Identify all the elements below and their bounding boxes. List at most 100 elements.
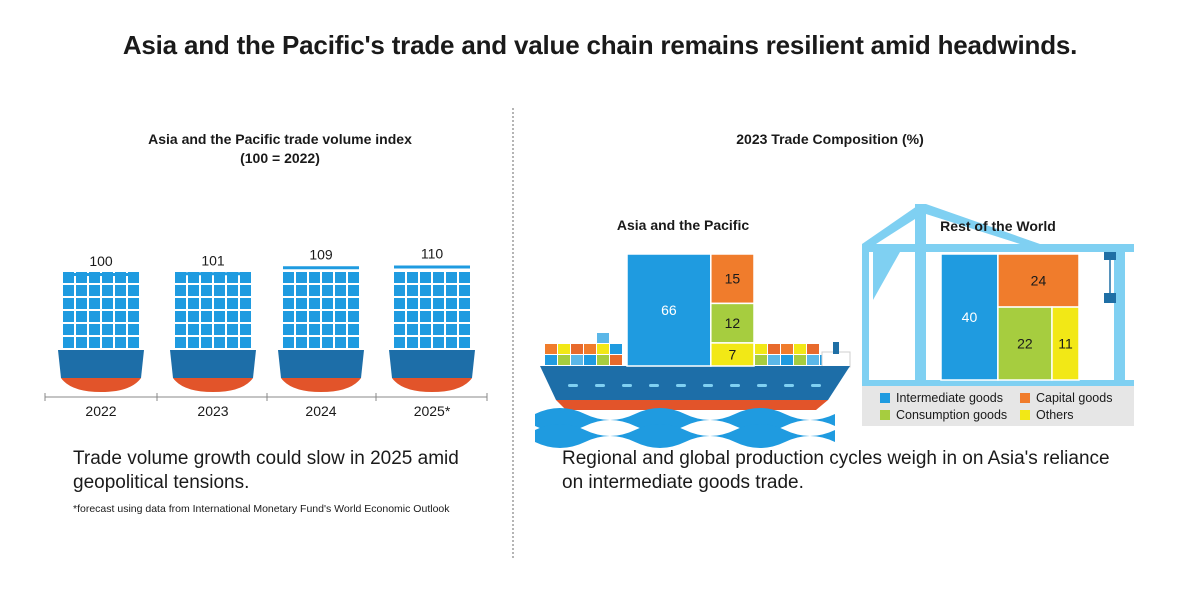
deck-container	[558, 355, 570, 365]
container-cell	[63, 272, 74, 283]
container-cell	[76, 324, 87, 335]
container-cell	[433, 324, 444, 335]
porthole	[622, 384, 632, 387]
porthole	[676, 384, 686, 387]
container-cell	[188, 272, 199, 283]
container-cell	[240, 337, 251, 348]
ship-keel	[281, 378, 361, 392]
container-cell	[335, 311, 346, 322]
container-cell	[214, 272, 225, 283]
container-stack	[283, 272, 359, 348]
container-cell	[128, 285, 139, 296]
container-cell	[175, 311, 186, 322]
container-cell	[348, 298, 359, 309]
deck-container	[610, 344, 622, 354]
container-cell	[420, 272, 431, 283]
container-cell	[63, 311, 74, 322]
trade-volume-chart: 100 101 109 110 2022 2023 2024 2025*	[44, 246, 488, 419]
data-label-2023: 101	[201, 252, 225, 268]
container-cell	[459, 324, 470, 335]
porthole	[730, 384, 740, 387]
segment-label-others: 11	[1058, 336, 1073, 352]
legend-item-consumption: Consumption goods	[880, 407, 1007, 423]
container-cell	[459, 272, 470, 283]
container-cell	[394, 311, 405, 322]
deck-container	[558, 344, 570, 354]
container-cell	[240, 285, 251, 296]
legend-swatch-capital	[1020, 393, 1030, 403]
right-caption-line2: on intermediate goods trade.	[562, 472, 804, 493]
container-cell	[63, 285, 74, 296]
segment-label-intermediate-goods: 40	[962, 309, 978, 325]
container-cell	[394, 285, 405, 296]
container-cell	[175, 272, 186, 283]
bar-mark	[175, 272, 251, 276]
porthole	[595, 384, 605, 387]
container-cell	[335, 337, 346, 348]
container-cell	[128, 324, 139, 335]
container-cell	[309, 324, 320, 335]
container-cell	[407, 285, 418, 296]
bar-mark	[394, 265, 470, 269]
porthole	[649, 384, 659, 387]
segment-label-others: 7	[729, 346, 737, 362]
group-label-rest-of-world: Rest of the World	[940, 218, 1056, 234]
ship-hull	[170, 350, 256, 378]
container-cell	[283, 298, 294, 309]
container-cell	[188, 337, 199, 348]
container-cell	[201, 285, 212, 296]
container-cell	[201, 272, 212, 283]
crane-outer-leg	[862, 252, 869, 382]
container-cell	[201, 337, 212, 348]
container-cell	[188, 324, 199, 335]
container-cell	[433, 272, 444, 283]
deck-container	[755, 344, 767, 354]
container-cell	[89, 272, 100, 283]
container-cell	[335, 298, 346, 309]
container-cell	[76, 272, 87, 283]
container-cell	[175, 298, 186, 309]
container-cell	[309, 272, 320, 283]
ship-hull-lower	[556, 400, 828, 410]
legend-swatch-others	[1020, 410, 1030, 420]
container-cell	[309, 298, 320, 309]
tick-label-2025*: 2025*	[414, 403, 451, 419]
page-title: Asia and the Pacific's trade and value c…	[122, 30, 1078, 60]
water-wave-2	[535, 424, 835, 448]
container-cell	[115, 272, 126, 283]
deck-container	[545, 344, 557, 354]
container-cell	[214, 311, 225, 322]
container-cell	[201, 298, 212, 309]
container-cell	[214, 285, 225, 296]
container-cell	[446, 298, 457, 309]
porthole	[757, 384, 767, 387]
bar-mark	[63, 273, 139, 276]
data-label-2025*: 110	[421, 246, 444, 262]
bar-2024: 109	[278, 246, 364, 392]
ship-hull	[389, 350, 475, 378]
tick-label-2023: 2023	[197, 403, 228, 419]
deck-container	[610, 355, 622, 365]
container-cell	[76, 285, 87, 296]
container-cell	[322, 311, 333, 322]
ship-illustration	[535, 333, 851, 448]
container-cell	[201, 311, 212, 322]
container-cell	[309, 337, 320, 348]
container-cell	[283, 311, 294, 322]
porthole	[784, 384, 794, 387]
crane-side-brace	[873, 252, 900, 300]
legend-label-others: Others	[1036, 408, 1074, 422]
porthole	[811, 384, 821, 387]
segment-label-intermediate-goods: 66	[661, 302, 677, 318]
container-cell	[335, 272, 346, 283]
container-cell	[309, 285, 320, 296]
segment-intermediate-goods	[626, 253, 712, 367]
container-cell	[128, 272, 139, 283]
segment-intermediate-goods	[940, 253, 999, 381]
container-cell	[102, 298, 113, 309]
container-cell	[296, 298, 307, 309]
container-cell	[296, 337, 307, 348]
left-chart-title-line2: (100 = 2022)	[240, 150, 320, 166]
container-cell	[188, 298, 199, 309]
container-cell	[348, 337, 359, 348]
